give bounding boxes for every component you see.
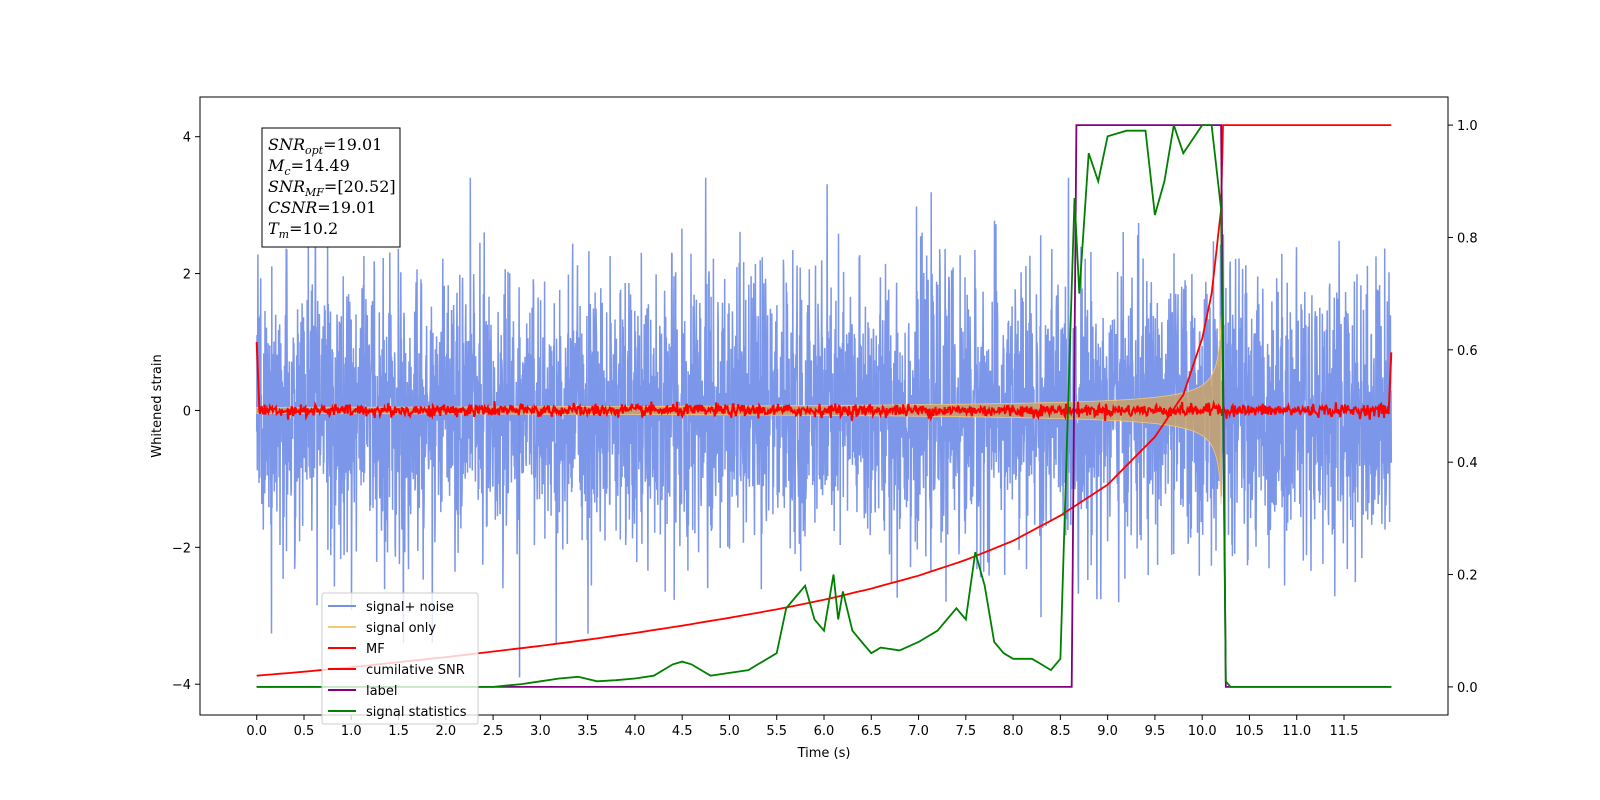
legend: signal+ noise signal only MF cumilative SNR… (321, 592, 479, 725)
legend-label: MF (366, 642, 385, 657)
x-tick-label: 1.0 (341, 724, 362, 739)
x-tick-label: 9.5 (1145, 724, 1166, 739)
x-tick-label: 2.0 (435, 724, 456, 739)
legend-label: signal+ noise (366, 600, 454, 615)
x-tick-label: 7.0 (908, 724, 929, 739)
x-tick-label: 10.5 (1235, 724, 1264, 739)
x-tick-label: 11.5 (1330, 724, 1359, 739)
annotation-line: SNRopt=19.01 (268, 135, 382, 157)
x-tick-label: 7.5 (955, 724, 976, 739)
annotation-line: Tm=10.2 (268, 219, 338, 241)
series-signal-statistics-line (256, 124, 1392, 688)
x-tick-label: 9.0 (1097, 724, 1118, 739)
x-tick-label: 3.5 (577, 724, 598, 739)
x-axis: 0.0 0.5 1.0 1.5 2.0 2.5 3.0 3.5 4.0 4.5 5.0 5.5 6.0 6… (246, 715, 1358, 739)
series-layer (255, 124, 1393, 688)
y-axis-label: Whitened strain (150, 354, 165, 457)
y-tick-label: −4 (172, 678, 191, 693)
annotation-line: SNRMF=[20.52] (268, 177, 396, 199)
y2-tick-label: 0.0 (1457, 681, 1478, 696)
x-tick-label: 5.0 (719, 724, 740, 739)
x-tick-label: 10.0 (1188, 724, 1217, 739)
y-tick-label: −2 (172, 541, 191, 556)
y-tick-label: 2 (183, 268, 191, 283)
x-tick-label: 5.5 (766, 724, 787, 739)
x-axis-label: Time (s) (797, 746, 851, 761)
y2-tick-label: 0.6 (1457, 344, 1478, 359)
x-tick-label: 8.5 (1050, 724, 1071, 739)
x-tick-label: 4.0 (625, 724, 646, 739)
x-tick-label: 11.0 (1282, 724, 1311, 739)
y-axis-left: −4 −2 0 2 4 (172, 131, 200, 693)
y-tick-label: 0 (183, 404, 191, 419)
y2-tick-label: 1.0 (1457, 119, 1478, 134)
y-tick-label: 4 (183, 131, 191, 146)
x-tick-label: 0.0 (246, 724, 267, 739)
y2-tick-label: 0.8 (1457, 231, 1478, 246)
x-tick-label: 2.5 (483, 724, 504, 739)
annotation-line: Mc=14.49 (267, 156, 350, 178)
x-tick-label: 3.0 (530, 724, 551, 739)
x-tick-label: 6.5 (861, 724, 882, 739)
legend-label: signal statistics (366, 705, 467, 720)
series-mf-line (255, 341, 1393, 422)
x-tick-label: 1.5 (388, 724, 409, 739)
legend-label: cumilative SNR (366, 663, 465, 678)
y2-tick-label: 0.2 (1457, 569, 1478, 584)
x-tick-label: 8.0 (1003, 724, 1024, 739)
annotation-line: CSNR=19.01 (268, 198, 376, 217)
legend-label: label (366, 684, 397, 699)
y2-tick-label: 0.4 (1457, 456, 1478, 471)
x-tick-label: 4.5 (672, 724, 693, 739)
x-tick-label: 0.5 (294, 724, 315, 739)
legend-label: signal only (366, 621, 436, 636)
y-axis-right: 0.0 0.2 0.4 0.6 0.8 1.0 (1448, 119, 1478, 696)
x-tick-label: 6.0 (814, 724, 835, 739)
annotation-box: SNRopt=19.01Mc=14.49SNRMF=[20.52]CSNR=19… (261, 127, 401, 248)
